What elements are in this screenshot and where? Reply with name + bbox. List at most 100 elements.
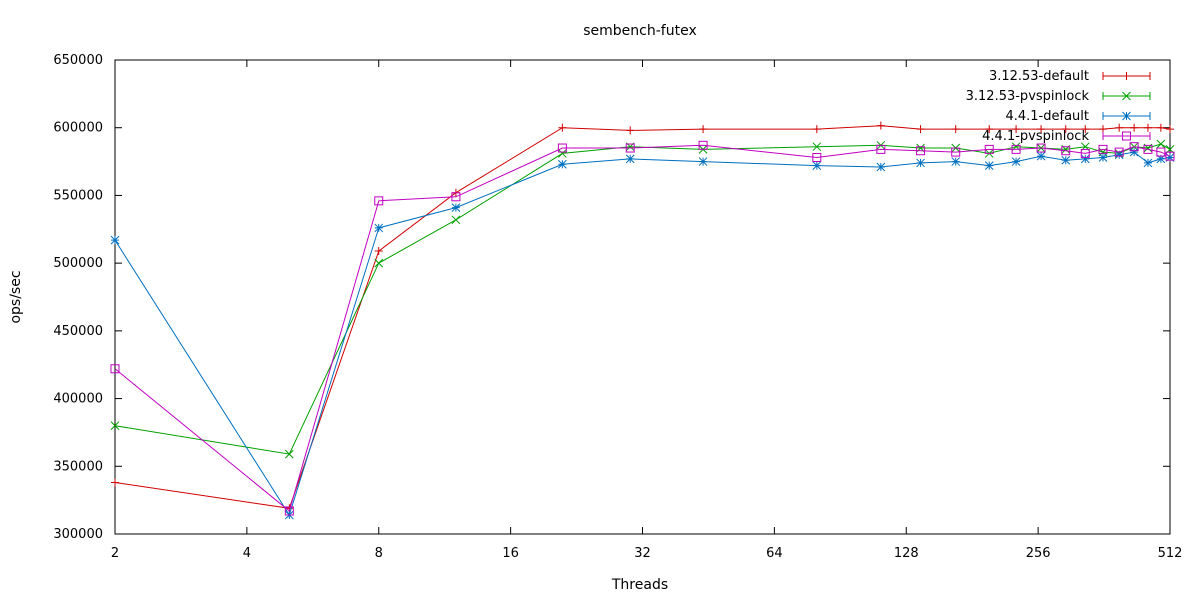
legend-label: 3.12.53-pvspinlock bbox=[966, 89, 1090, 104]
data-point bbox=[916, 125, 925, 134]
data-point bbox=[558, 123, 567, 132]
data-point bbox=[284, 506, 294, 516]
data-point bbox=[1061, 146, 1071, 156]
series-2 bbox=[110, 139, 1175, 459]
data-point bbox=[451, 203, 461, 212]
data-point bbox=[1129, 147, 1139, 157]
data-point bbox=[110, 235, 120, 245]
y-axis: 300000 350000 400000 450000 500000 550000 6000… bbox=[53, 53, 1170, 542]
data-point bbox=[1011, 157, 1021, 166]
data-point bbox=[812, 161, 822, 170]
data-point bbox=[1061, 155, 1071, 165]
x-axis-label: Threads bbox=[611, 577, 668, 593]
data-point bbox=[876, 162, 886, 172]
data-point bbox=[1129, 142, 1139, 152]
series-line bbox=[114, 125, 1171, 509]
series-layer bbox=[110, 121, 1175, 520]
data-point bbox=[984, 144, 994, 154]
data-point bbox=[1122, 111, 1131, 121]
data-point bbox=[876, 121, 885, 130]
data-point bbox=[1061, 125, 1070, 134]
data-point bbox=[1080, 148, 1090, 158]
x-tick-label: 256 bbox=[1026, 546, 1051, 561]
data-point bbox=[698, 157, 708, 166]
x-tick-label: 8 bbox=[375, 546, 383, 561]
data-point bbox=[374, 246, 383, 255]
data-point bbox=[1156, 147, 1166, 157]
y-tick-label: 450000 bbox=[53, 324, 103, 339]
data-point bbox=[1036, 151, 1046, 161]
x-tick-label: 64 bbox=[766, 546, 783, 561]
data-point bbox=[1036, 143, 1046, 153]
y-tick-label: 650000 bbox=[53, 53, 103, 68]
data-point bbox=[876, 144, 886, 154]
data-point bbox=[1156, 139, 1166, 149]
data-point bbox=[625, 143, 635, 153]
data-point bbox=[110, 421, 120, 431]
data-point bbox=[557, 143, 567, 153]
data-point bbox=[625, 154, 635, 164]
data-point bbox=[1011, 144, 1021, 154]
data-point bbox=[1156, 123, 1165, 132]
data-point bbox=[1143, 144, 1153, 154]
data-point bbox=[951, 125, 960, 134]
data-point bbox=[1115, 123, 1124, 132]
legend: 3.12.53-default 3.12.53-pvspinlock 4.4.1-d… bbox=[966, 69, 1151, 144]
data-point bbox=[1165, 151, 1175, 161]
legend-label: 4.4.1-pvspinlock bbox=[982, 129, 1089, 144]
data-point bbox=[1012, 125, 1021, 134]
series-4 bbox=[110, 140, 1175, 516]
legend-item: 4.4.1-pvspinlock bbox=[982, 129, 1151, 144]
x-tick-label: 2 bbox=[111, 546, 119, 561]
x-tick-label: 16 bbox=[502, 546, 519, 561]
y-tick-label: 600000 bbox=[53, 121, 103, 136]
chart-title: sembench-futex bbox=[583, 23, 696, 39]
data-point bbox=[1037, 125, 1046, 134]
data-point bbox=[1130, 123, 1139, 132]
data-point bbox=[1081, 125, 1090, 134]
data-point bbox=[951, 147, 961, 157]
data-point bbox=[812, 125, 821, 134]
series-line bbox=[114, 143, 1171, 455]
data-point bbox=[1122, 91, 1131, 101]
data-point bbox=[1098, 153, 1108, 162]
data-point bbox=[1122, 131, 1131, 141]
data-point bbox=[374, 258, 384, 268]
legend-item: 3.12.53-default bbox=[989, 69, 1151, 84]
series-3 bbox=[110, 147, 1175, 520]
data-point bbox=[1080, 154, 1090, 164]
x-tick-label: 512 bbox=[1158, 546, 1183, 561]
y-tick-label: 300000 bbox=[53, 527, 103, 542]
data-point bbox=[1166, 125, 1174, 134]
legend-item: 4.4.1-default bbox=[1005, 109, 1151, 124]
legend-item: 3.12.53-pvspinlock bbox=[966, 89, 1151, 104]
data-point bbox=[110, 364, 120, 374]
x-tick-label: 32 bbox=[634, 546, 651, 561]
data-point bbox=[626, 126, 635, 135]
data-point bbox=[1098, 144, 1108, 154]
data-point bbox=[1165, 153, 1175, 162]
data-point bbox=[451, 192, 461, 202]
y-axis-label: ops/sec bbox=[8, 270, 24, 323]
data-point bbox=[374, 223, 384, 233]
series-line bbox=[114, 144, 1171, 512]
data-point bbox=[1114, 150, 1124, 160]
x-tick-label: 128 bbox=[894, 546, 919, 561]
data-point bbox=[916, 158, 925, 168]
data-point bbox=[812, 153, 822, 163]
data-point bbox=[451, 215, 461, 225]
data-point bbox=[985, 125, 994, 134]
data-point bbox=[951, 157, 961, 166]
data-point bbox=[698, 140, 708, 150]
data-point bbox=[374, 196, 384, 206]
x-axis: 2 4 8 16 32 64 128 256 512 bbox=[111, 60, 1183, 561]
data-point bbox=[1122, 72, 1131, 80]
data-point bbox=[984, 161, 994, 170]
data-point bbox=[111, 478, 119, 487]
series-line bbox=[114, 151, 1171, 517]
data-point bbox=[1114, 147, 1124, 157]
data-point bbox=[284, 449, 294, 459]
data-point bbox=[1143, 123, 1152, 132]
data-point bbox=[916, 146, 926, 156]
data-point bbox=[1143, 158, 1153, 168]
